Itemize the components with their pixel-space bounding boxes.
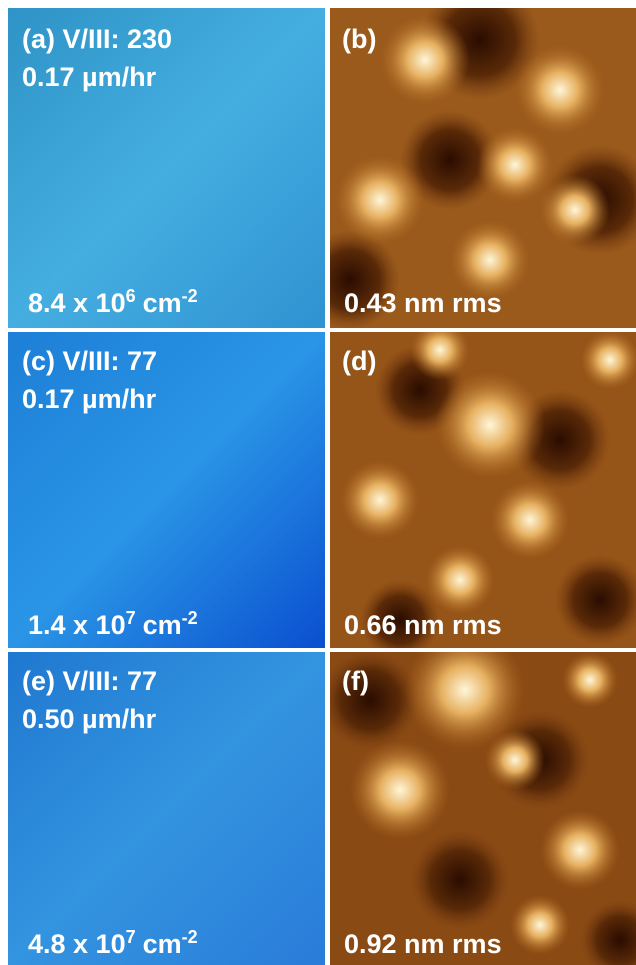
density-exponent: 7 bbox=[126, 927, 136, 947]
roughness: 0.43 nm rms bbox=[344, 288, 502, 318]
panel-label: (d) bbox=[342, 346, 376, 376]
panel-label: (a) V/III: 230 bbox=[22, 24, 172, 54]
unit-exponent: -2 bbox=[182, 286, 198, 306]
roughness: 0.92 nm rms bbox=[344, 929, 502, 959]
density-unit: cm bbox=[143, 288, 182, 318]
density-base: 4.8 x 10 bbox=[28, 929, 126, 959]
density-exponent: 7 bbox=[126, 608, 136, 628]
panel-label: (f) bbox=[342, 666, 369, 696]
figure: (a) V/III: 230 0.17 µm/hr 8.4 x 106cm-2 … bbox=[0, 0, 636, 965]
growth-rate: 0.17 µm/hr bbox=[22, 384, 157, 414]
roughness: 0.66 nm rms bbox=[344, 610, 502, 640]
optical-image bbox=[8, 652, 325, 965]
density-exponent: 6 bbox=[126, 286, 136, 306]
density-base: 1.4 x 10 bbox=[28, 610, 126, 640]
defect-density: 8.4 x 106 cm-2 bbox=[28, 286, 198, 318]
density-base: 8.4 x 10 bbox=[28, 288, 126, 318]
growth-rate: 0.50 µm/hr bbox=[22, 704, 157, 734]
optical-image bbox=[8, 332, 325, 648]
density-unit: cm bbox=[143, 929, 182, 959]
growth-rate: 0.17 µm/hr bbox=[22, 62, 157, 92]
unit-exponent: -2 bbox=[182, 927, 198, 947]
optical-image bbox=[8, 8, 325, 328]
defect-density: 1.4 x 107 cm-2 bbox=[28, 608, 198, 640]
unit-exponent: -2 bbox=[182, 608, 198, 628]
panel-label: (c) V/III: 77 bbox=[22, 346, 157, 376]
defect-density: 4.8 x 107 cm-2 bbox=[28, 927, 198, 959]
panel-label: (b) bbox=[342, 24, 376, 54]
panel-label: (e) V/III: 77 bbox=[22, 666, 157, 696]
density-unit: cm bbox=[143, 610, 182, 640]
